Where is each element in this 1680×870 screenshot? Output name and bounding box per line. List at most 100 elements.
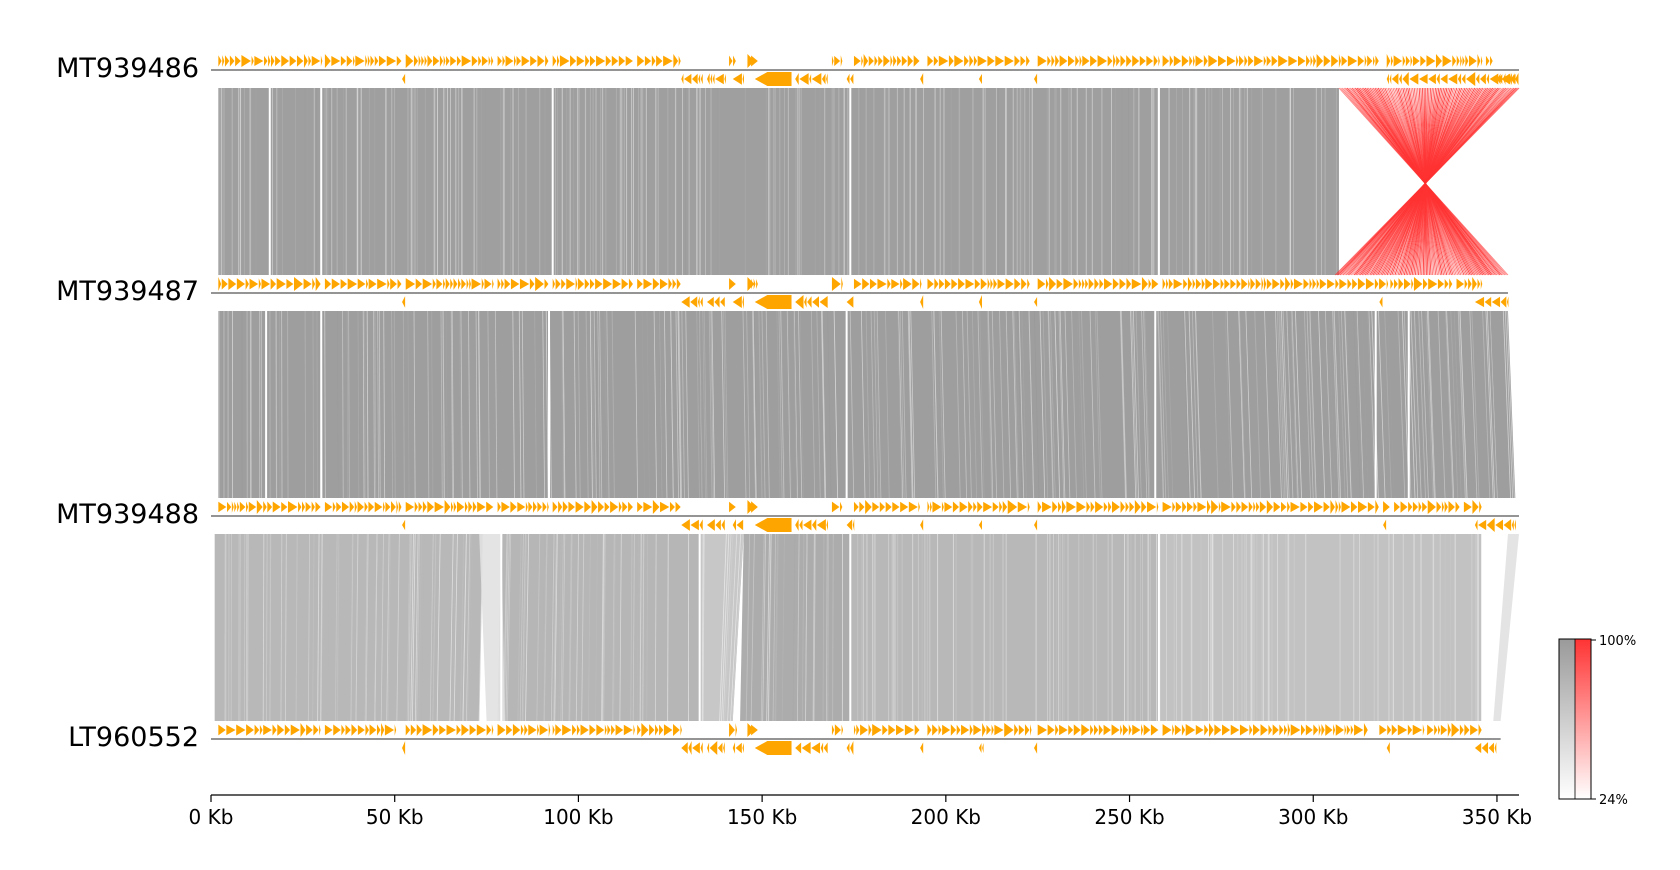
match-line — [1378, 310, 1386, 499]
gene-arrow — [885, 501, 892, 513]
match-line — [349, 533, 353, 722]
gene-arrow — [1026, 55, 1030, 67]
gene-arrow — [1323, 55, 1331, 67]
match-line — [1368, 310, 1376, 499]
gene-arrow — [1014, 55, 1020, 67]
match-line — [606, 310, 610, 499]
match-line — [1039, 310, 1046, 499]
gene-arrow — [1220, 278, 1224, 290]
gene-arrow — [878, 55, 883, 67]
match-line — [1489, 310, 1498, 499]
match-line — [724, 310, 729, 499]
gene-arrow — [514, 55, 516, 67]
match-line — [431, 310, 434, 499]
gene-arrow — [1104, 278, 1113, 290]
gene-arrow — [756, 278, 758, 290]
gene-arrow — [747, 723, 755, 737]
gene-arrow — [956, 724, 961, 736]
gene-arrow — [690, 296, 698, 308]
match-line — [778, 310, 783, 499]
match-line — [365, 533, 369, 722]
match-line — [1387, 310, 1395, 499]
match-line — [1450, 310, 1459, 499]
gene-arrow — [267, 501, 273, 513]
gene-arrow — [1182, 501, 1187, 513]
gene-arrow — [1111, 501, 1120, 513]
genome-track-MT939488 — [211, 500, 1519, 532]
match-line — [746, 310, 751, 499]
gene-arrow — [1335, 500, 1339, 514]
gene-arrow — [1166, 278, 1169, 290]
match-line — [1426, 310, 1435, 499]
gene-arrow — [228, 278, 237, 290]
match-line — [1120, 310, 1127, 499]
gene-arrow — [561, 278, 566, 290]
collinear-block — [1158, 534, 1483, 721]
gene-arrow — [1204, 724, 1209, 736]
gene-arrow — [263, 501, 267, 513]
match-line — [1324, 310, 1333, 499]
gene-arrow — [1066, 501, 1076, 513]
gene-arrow — [1272, 724, 1279, 736]
gene-arrow — [673, 54, 679, 68]
weak-block — [1493, 534, 1519, 721]
gene-arrow — [1021, 278, 1027, 290]
gene-arrow — [673, 724, 680, 736]
gene-arrow — [983, 501, 993, 513]
gene-arrow — [809, 73, 812, 85]
gene-arrow — [270, 55, 275, 67]
gene-arrow — [1485, 55, 1490, 67]
gene-arrow — [510, 278, 520, 290]
gene-arrow — [1236, 55, 1239, 67]
match-line — [1295, 310, 1302, 499]
match-line — [453, 533, 458, 722]
gene-arrow — [396, 55, 402, 67]
match-line — [659, 310, 663, 499]
gene-arrow — [1374, 278, 1379, 290]
gene-arrow — [1103, 501, 1108, 513]
match-line — [1367, 310, 1375, 499]
gene-arrow — [341, 724, 345, 736]
gene-arrow — [552, 278, 555, 290]
gene-arrow — [656, 55, 663, 67]
gene-arrow — [900, 278, 903, 290]
gene-arrow — [277, 724, 285, 736]
match-line — [295, 533, 298, 722]
gene-arrow — [1250, 278, 1256, 290]
gene-arrow — [1427, 500, 1436, 514]
gene-arrow — [1511, 519, 1514, 531]
gene-arrow — [1197, 501, 1207, 513]
gene-arrow — [891, 278, 900, 290]
gene-arrow — [1094, 724, 1099, 736]
gene-arrow — [669, 501, 675, 513]
gene-arrow — [1172, 724, 1175, 736]
gene-arrow — [1464, 278, 1468, 290]
gene-arrow — [1052, 501, 1058, 513]
match-line — [591, 310, 595, 499]
match-line — [316, 310, 318, 499]
gene-arrow — [436, 278, 443, 290]
gene-arrow — [303, 278, 312, 290]
match-line — [670, 310, 674, 499]
gene-arrow — [246, 501, 249, 513]
gene-arrow — [1350, 501, 1358, 513]
match-line — [402, 310, 405, 499]
gene-arrow — [856, 724, 860, 736]
collinear-block — [218, 311, 1516, 498]
identity-colorbar: 100% 24% — [1558, 634, 1636, 808]
match-line — [368, 310, 371, 499]
gene-arrow — [1316, 54, 1324, 68]
gene-arrow — [1383, 519, 1387, 531]
match-line — [742, 310, 747, 499]
match-line — [675, 310, 679, 499]
gene-arrow — [505, 55, 514, 67]
match-line — [758, 310, 763, 499]
match-line — [678, 310, 682, 499]
gene-arrow — [1014, 278, 1021, 290]
gene-arrow — [994, 724, 1004, 736]
match-line — [642, 533, 645, 722]
match-line — [1332, 310, 1340, 499]
gene-arrow — [1134, 500, 1141, 514]
gene-arrow — [1256, 501, 1260, 513]
match-line — [783, 310, 789, 499]
